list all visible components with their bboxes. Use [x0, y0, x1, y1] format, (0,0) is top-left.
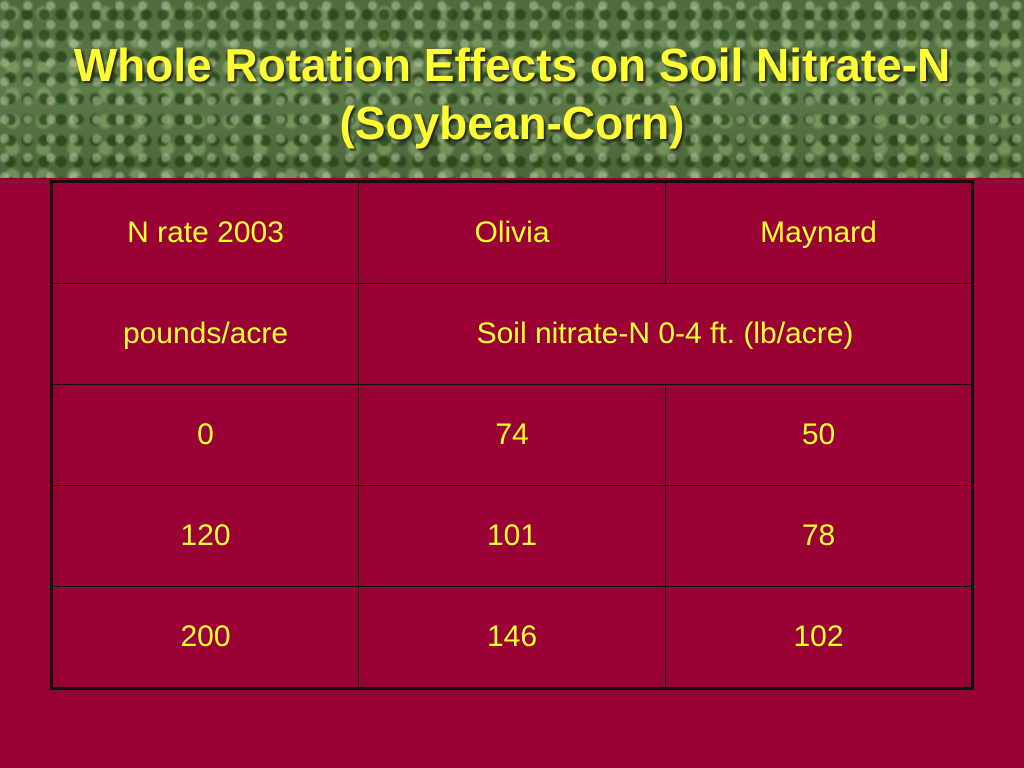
- header-cell: N rate 2003: [51, 181, 359, 284]
- table-row: 120 101 78: [51, 485, 973, 587]
- data-cell: 146: [358, 586, 666, 689]
- unit-cell: pounds/acre: [51, 283, 359, 385]
- data-cell: 50: [665, 384, 973, 486]
- foliage-banner: [0, 0, 1024, 178]
- unit-cell: Soil nitrate-N 0-4 ft. (lb/acre): [358, 283, 973, 385]
- data-table: N rate 2003 Olivia Maynard pounds/acre Soil …: [50, 180, 974, 690]
- data-cell: 74: [358, 384, 666, 486]
- data-cell: 200: [51, 586, 359, 689]
- table-row: 0 74 50: [51, 384, 973, 486]
- table-row: 200 146 102: [51, 586, 973, 689]
- slide-title: Whole Rotation Effects on Soil Nitrate-N…: [73, 39, 951, 149]
- header-cell: Maynard: [665, 181, 973, 284]
- data-cell: 78: [665, 485, 973, 587]
- data-cell: 120: [51, 485, 359, 587]
- header-cell: Olivia: [358, 181, 666, 284]
- data-cell: 102: [665, 586, 973, 689]
- data-cell: 101: [358, 485, 666, 587]
- table-row: pounds/acre Soil nitrate-N 0-4 ft. (lb/ac…: [51, 283, 973, 385]
- table-row: N rate 2003 Olivia Maynard: [51, 181, 973, 284]
- data-cell: 0: [51, 384, 359, 486]
